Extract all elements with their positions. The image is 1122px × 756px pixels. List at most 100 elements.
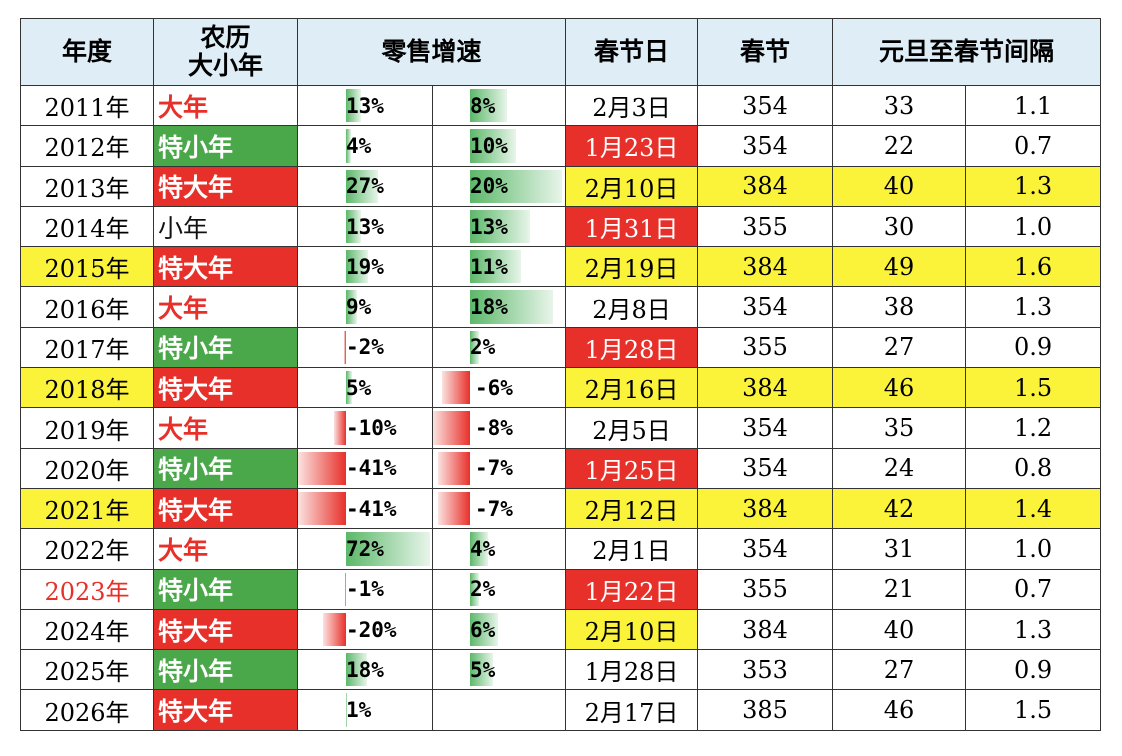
data-bar <box>344 572 346 606</box>
row: 2025年 特小年 18% 5% 1月28日 353 27 0.9 <box>20 649 1102 691</box>
cell: 27% <box>297 165 433 207</box>
cell: 384 <box>697 367 834 409</box>
row: 2013年 特大年 27% 20% 2月10日 384 40 1.3 <box>20 165 1102 207</box>
cell: 特小年 <box>153 447 298 489</box>
row: 2024年 特大年 -20% 6% 2月10日 384 40 1.3 <box>20 608 1102 651</box>
data-bar <box>437 451 470 485</box>
cell: 1.5 <box>965 689 1102 731</box>
cell: 27 <box>832 649 967 691</box>
row: 2019年 大年 -10% -8% 2月5日 354 35 1.2 <box>20 407 1102 449</box>
data-bar <box>470 290 553 324</box>
growth-text: 27% <box>346 174 384 199</box>
growth-text: 8% <box>470 93 496 118</box>
cell: 354 <box>697 407 834 449</box>
cell: 2月5日 <box>565 407 699 449</box>
data-bar <box>470 129 516 163</box>
row: 2018年 特大年 5% -6% 2月16日 384 46 1.5 <box>20 367 1102 409</box>
growth-text: 4% <box>346 133 372 158</box>
cell: 13% <box>297 205 433 248</box>
header-row: 年度 农历 大小年 零售增速 春节日 春节 元旦至春节间隔 <box>20 18 1102 86</box>
cell: 40 <box>832 608 967 651</box>
cell: -7% <box>431 487 567 530</box>
data-bar <box>470 89 507 123</box>
cell: 特大年 <box>153 367 298 409</box>
growth-text: 18% <box>470 295 508 320</box>
growth-text: -10% <box>346 416 397 441</box>
row: 2026年 特大年 1% 2月17日 385 46 1.5 <box>20 689 1102 731</box>
cell: 特小年 <box>153 125 298 167</box>
cell: 特小年 <box>153 568 298 610</box>
data-bar <box>433 411 470 445</box>
cell: 2月17日 <box>565 689 699 731</box>
data-bar <box>470 572 480 606</box>
growth-text: 72% <box>346 536 384 561</box>
cell: 354 <box>697 286 834 328</box>
cell: -41% <box>297 487 433 530</box>
cell: -41% <box>297 447 433 489</box>
cell: 2018年 <box>20 367 154 409</box>
growth-text: 11% <box>470 254 508 279</box>
cell: 355 <box>697 568 834 610</box>
growth-text: -6% <box>475 375 513 400</box>
data-bar <box>346 89 362 123</box>
cell: 24 <box>832 447 967 489</box>
data-bar <box>346 532 431 566</box>
data-bar <box>346 371 352 405</box>
row: 2014年 小年 13% 13% 1月31日 355 30 1.0 <box>20 205 1102 248</box>
cell: 特大年 <box>153 487 298 530</box>
cell: 354 <box>697 84 834 127</box>
growth-text: -41% <box>346 496 397 521</box>
cell: 2012年 <box>20 125 154 167</box>
cell: 38 <box>832 286 967 328</box>
cell: 19% <box>297 246 433 288</box>
growth-text: 2% <box>470 577 496 602</box>
table: 年度 农历 大小年 零售增速 春节日 春节 元旦至春节间隔 2011年 大年 13% 8… <box>20 18 1102 731</box>
data-bar <box>298 451 346 485</box>
data-bar <box>470 532 489 566</box>
cell: 2% <box>431 568 567 610</box>
row: 2020年 特小年 -41% -7% 1月25日 354 24 0.8 <box>20 447 1102 489</box>
row: 2011年 大年 13% 8% 2月3日 354 33 1.1 <box>20 84 1102 127</box>
cell: 42 <box>832 487 967 530</box>
data-bar <box>442 371 470 405</box>
data-bar <box>437 491 470 526</box>
growth-text: 10% <box>470 133 508 158</box>
cell: 0.9 <box>965 649 1102 691</box>
row: 2012年 特小年 4% 10% 1月23日 354 22 0.7 <box>20 125 1102 167</box>
row: 2016年 大年 9% 18% 2月8日 354 38 1.3 <box>20 286 1102 328</box>
cell: 9% <box>297 286 433 328</box>
cell: 384 <box>697 246 834 288</box>
cell: 33 <box>832 84 967 127</box>
cell: 18% <box>297 649 433 691</box>
cell: 2013年 <box>20 165 154 207</box>
cell: 特大年 <box>153 689 298 731</box>
row: 2022年 大年 72% 4% 2月1日 354 31 1.0 <box>20 528 1102 570</box>
cell: 1.1 <box>965 84 1102 127</box>
cell: 4% <box>297 125 433 167</box>
cell: 小年 <box>153 205 298 248</box>
growth-text: -1% <box>346 577 384 602</box>
header-line: 农历 <box>200 23 251 52</box>
growth-text: 5% <box>470 657 496 682</box>
growth-text: 2% <box>470 335 496 360</box>
cell: 特大年 <box>153 165 298 207</box>
growth-text: -7% <box>475 456 513 481</box>
cell: 2月3日 <box>565 84 699 127</box>
cell: 5% <box>297 367 433 409</box>
growth-text: 4% <box>470 536 496 561</box>
cell: 2月16日 <box>565 367 699 409</box>
row: 2023年 特小年 -1% 2% 1月22日 355 21 0.7 <box>20 568 1102 610</box>
cell: 2月10日 <box>565 165 699 207</box>
cell: 2019年 <box>20 407 154 449</box>
cell: 13% <box>297 84 433 127</box>
cell: 72% <box>297 528 433 570</box>
cell: 20% <box>431 165 567 207</box>
cell: 2016年 <box>20 286 154 328</box>
cell: 0.8 <box>965 447 1102 489</box>
cell: 1月28日 <box>565 649 699 691</box>
cell: 21 <box>832 568 967 610</box>
cell: 大年 <box>153 84 298 127</box>
cell: 11% <box>431 246 567 288</box>
cell: 5% <box>431 649 567 691</box>
cell: 4% <box>431 528 567 570</box>
